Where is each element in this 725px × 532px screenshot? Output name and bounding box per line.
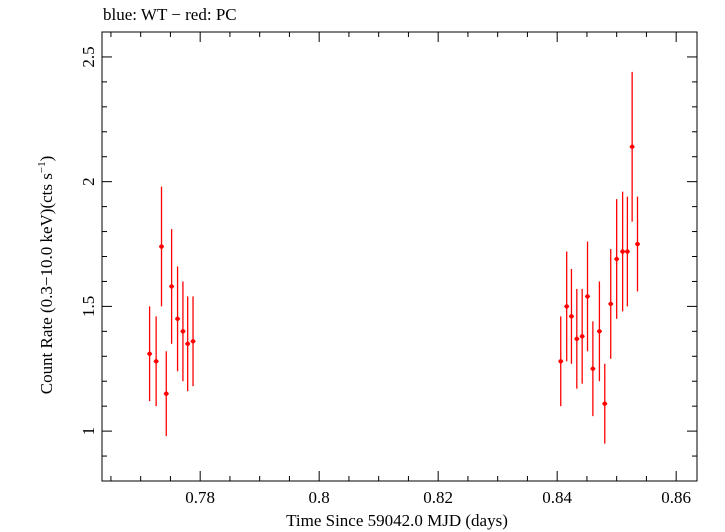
data-point	[159, 186, 164, 307]
point-marker	[569, 314, 574, 319]
data-point	[620, 191, 626, 312]
point-marker	[614, 256, 619, 262]
data-point	[596, 281, 602, 382]
data-points	[147, 71, 640, 444]
x-tick-label: 0.8	[309, 488, 330, 507]
data-point	[624, 196, 630, 307]
data-point	[568, 268, 574, 364]
data-point	[602, 363, 608, 444]
data-point	[629, 71, 635, 222]
point-marker	[159, 244, 164, 249]
point-marker	[602, 401, 607, 406]
y-tick-label: 1	[79, 427, 98, 436]
data-point	[564, 251, 570, 362]
point-marker	[164, 391, 169, 396]
data-point	[147, 306, 153, 402]
point-marker	[190, 339, 196, 344]
point-marker	[620, 249, 625, 254]
x-axis-label: Time Since 59042.0 MJD (days)	[286, 511, 508, 530]
point-marker	[564, 304, 569, 309]
data-point	[585, 241, 591, 352]
point-marker	[185, 341, 190, 347]
y-tick-label: 2.5	[79, 46, 98, 67]
point-marker	[574, 336, 580, 342]
point-marker	[153, 359, 159, 364]
data-point	[190, 296, 196, 387]
point-marker	[579, 334, 585, 339]
data-point	[635, 196, 640, 292]
axis-ticks	[102, 31, 697, 482]
point-marker	[585, 294, 590, 299]
data-point	[163, 351, 169, 437]
point-marker	[590, 366, 596, 371]
point-marker	[635, 241, 640, 247]
point-marker	[597, 329, 602, 334]
point-marker	[558, 359, 563, 364]
data-point	[180, 281, 186, 382]
point-marker	[625, 249, 630, 254]
data-point	[558, 316, 564, 407]
axis-tick-labels: 0.78 0.8 0.82 0.84 0.86 1 1.5 2 2.5	[79, 46, 691, 507]
x-tick-label: 0.82	[423, 488, 453, 507]
chart-title: blue: WT − red: PC	[103, 5, 237, 24]
y-axis-label: Count Rate (0.3−10.0 keV)(cts s−1)	[36, 156, 56, 395]
data-point	[574, 288, 580, 389]
data-point	[175, 266, 181, 372]
x-tick-label: 0.84	[542, 488, 572, 507]
point-marker	[608, 301, 613, 307]
y-tick-label: 2	[79, 177, 98, 186]
data-point	[608, 249, 614, 359]
data-point	[590, 321, 596, 417]
point-marker	[175, 316, 180, 322]
data-point	[614, 199, 620, 319]
y-axis-label-superscript: −1	[36, 161, 48, 173]
point-marker	[169, 284, 174, 289]
data-point	[169, 229, 175, 344]
point-marker	[180, 329, 186, 334]
data-point	[185, 296, 191, 392]
x-tick-label: 0.86	[661, 488, 691, 507]
data-point	[153, 316, 159, 407]
data-point	[579, 288, 585, 384]
point-marker	[147, 351, 152, 356]
y-axis-label-close: )	[37, 156, 56, 162]
x-tick-label: 0.78	[185, 488, 215, 507]
y-axis-label-main: Count Rate (0.3−10.0 keV)(cts s	[37, 173, 56, 394]
y-tick-label: 1.5	[79, 296, 98, 317]
point-marker	[629, 144, 635, 149]
